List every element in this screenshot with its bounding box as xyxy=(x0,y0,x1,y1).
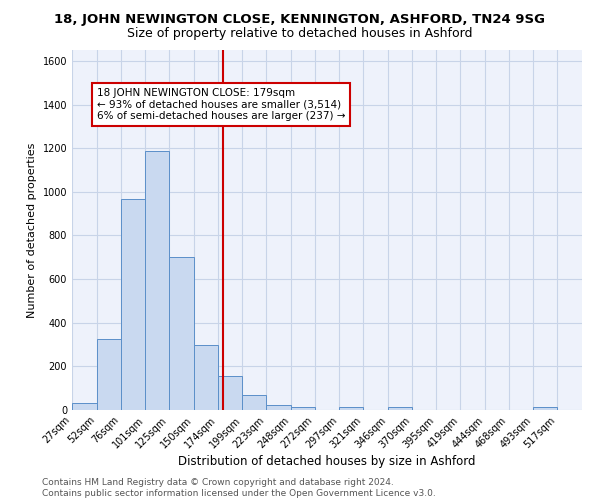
Bar xyxy=(218,376,242,410)
Bar xyxy=(194,344,218,410)
Bar xyxy=(266,404,291,410)
Text: 18 JOHN NEWINGTON CLOSE: 179sqm
← 93% of detached houses are smaller (3,514)
6% : 18 JOHN NEWINGTON CLOSE: 179sqm ← 93% of… xyxy=(97,88,345,121)
Bar xyxy=(242,394,266,410)
X-axis label: Distribution of detached houses by size in Ashford: Distribution of detached houses by size … xyxy=(178,456,476,468)
Bar xyxy=(533,406,557,410)
Text: 18, JOHN NEWINGTON CLOSE, KENNINGTON, ASHFORD, TN24 9SG: 18, JOHN NEWINGTON CLOSE, KENNINGTON, AS… xyxy=(55,12,545,26)
Bar xyxy=(121,199,145,410)
Bar xyxy=(72,404,97,410)
Bar xyxy=(145,152,169,410)
Y-axis label: Number of detached properties: Number of detached properties xyxy=(27,142,37,318)
Text: Contains HM Land Registry data © Crown copyright and database right 2024.
Contai: Contains HM Land Registry data © Crown c… xyxy=(42,478,436,498)
Bar xyxy=(340,406,363,410)
Bar xyxy=(388,406,412,410)
Bar xyxy=(169,258,194,410)
Bar xyxy=(291,406,314,410)
Bar xyxy=(97,339,121,410)
Text: Size of property relative to detached houses in Ashford: Size of property relative to detached ho… xyxy=(127,28,473,40)
